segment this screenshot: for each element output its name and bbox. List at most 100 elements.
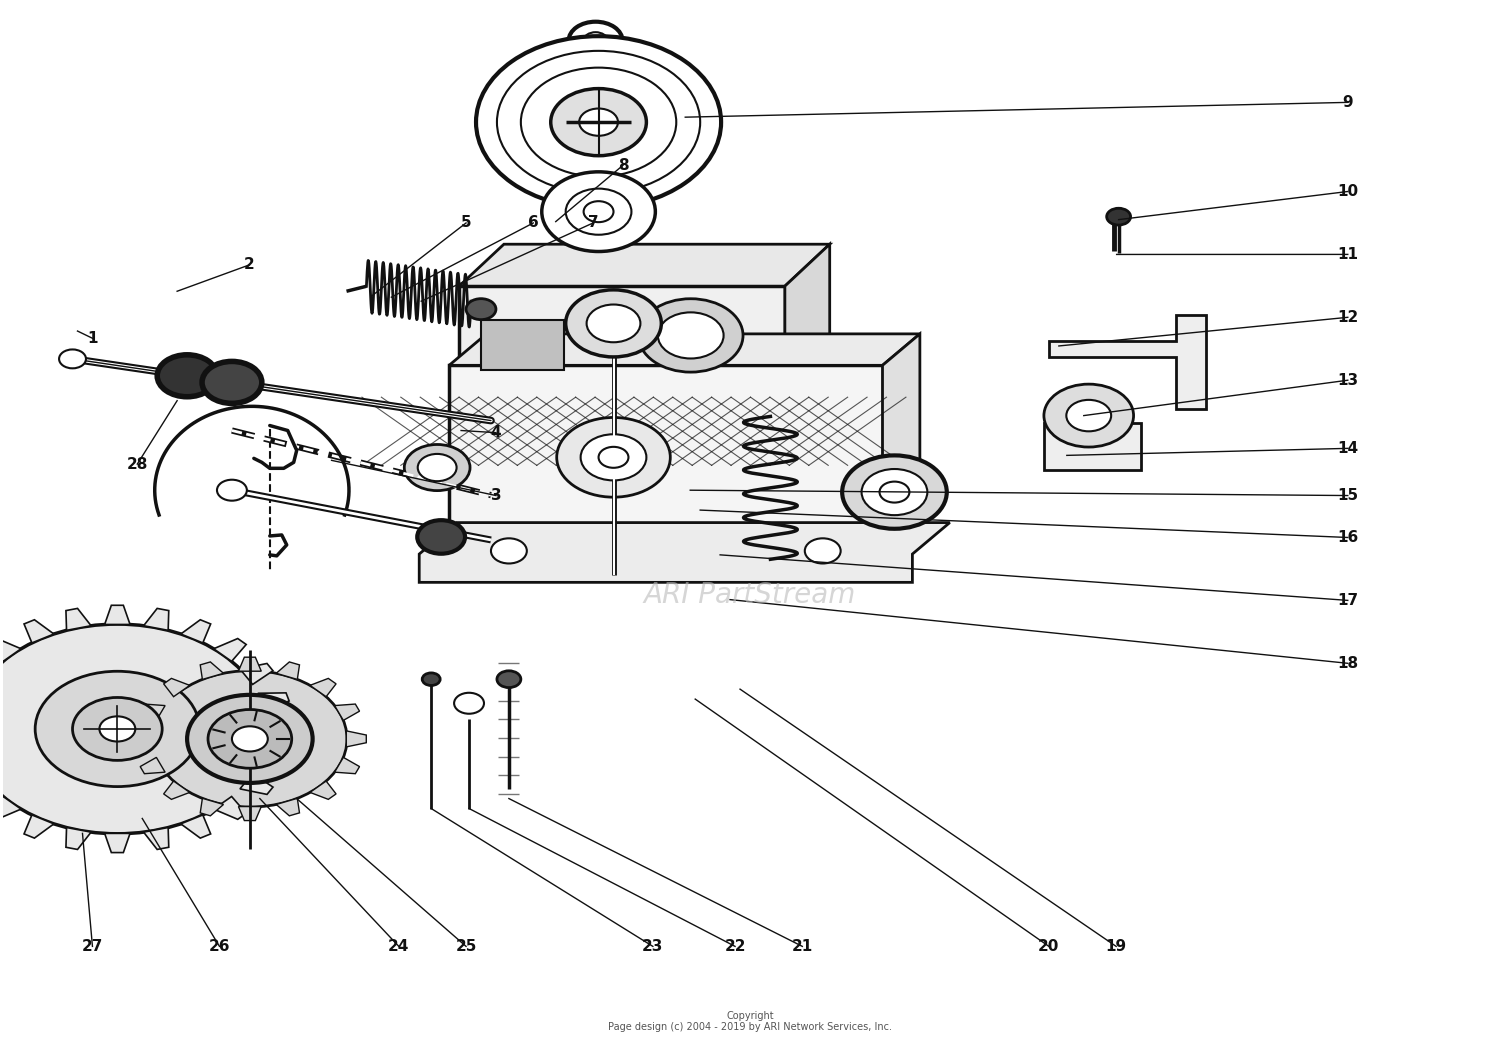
Polygon shape bbox=[24, 620, 54, 643]
Text: 22: 22 bbox=[724, 939, 746, 954]
Text: 9: 9 bbox=[1342, 95, 1353, 110]
Polygon shape bbox=[334, 704, 360, 720]
Polygon shape bbox=[182, 620, 210, 643]
Polygon shape bbox=[164, 679, 189, 697]
Text: 6: 6 bbox=[528, 215, 538, 231]
Circle shape bbox=[417, 521, 465, 553]
Polygon shape bbox=[24, 815, 54, 838]
Polygon shape bbox=[144, 608, 170, 630]
Polygon shape bbox=[1048, 315, 1206, 409]
Circle shape bbox=[0, 624, 267, 834]
Circle shape bbox=[806, 539, 840, 564]
Text: 7: 7 bbox=[588, 215, 598, 231]
Text: 13: 13 bbox=[1336, 373, 1359, 388]
Polygon shape bbox=[448, 334, 920, 366]
Polygon shape bbox=[276, 662, 300, 680]
Text: 21: 21 bbox=[792, 939, 813, 954]
Text: 11: 11 bbox=[1338, 247, 1359, 261]
Text: 28: 28 bbox=[126, 456, 148, 471]
Circle shape bbox=[566, 290, 662, 357]
Polygon shape bbox=[164, 781, 189, 799]
Polygon shape bbox=[134, 730, 153, 747]
Circle shape bbox=[586, 305, 640, 343]
Polygon shape bbox=[258, 747, 290, 765]
Polygon shape bbox=[240, 774, 273, 795]
Bar bbox=[459, 286, 784, 386]
Circle shape bbox=[580, 434, 646, 481]
Polygon shape bbox=[144, 827, 170, 850]
Polygon shape bbox=[140, 758, 165, 774]
Text: 27: 27 bbox=[82, 939, 104, 954]
Text: 5: 5 bbox=[460, 215, 471, 231]
Polygon shape bbox=[0, 797, 21, 819]
Circle shape bbox=[556, 417, 670, 497]
Circle shape bbox=[72, 698, 162, 760]
Circle shape bbox=[639, 298, 742, 372]
Circle shape bbox=[232, 726, 268, 752]
Circle shape bbox=[209, 709, 291, 768]
Bar bbox=[482, 319, 564, 370]
Text: 26: 26 bbox=[209, 939, 230, 954]
Polygon shape bbox=[276, 798, 300, 816]
Circle shape bbox=[550, 89, 646, 156]
Circle shape bbox=[153, 670, 346, 807]
Polygon shape bbox=[459, 245, 830, 286]
Circle shape bbox=[568, 22, 622, 59]
Circle shape bbox=[422, 672, 440, 685]
Text: 18: 18 bbox=[1336, 656, 1359, 670]
Text: ARI PartStream: ARI PartStream bbox=[644, 581, 856, 609]
Text: 14: 14 bbox=[1336, 441, 1359, 456]
Text: 12: 12 bbox=[1336, 310, 1359, 325]
Text: 25: 25 bbox=[456, 939, 477, 954]
Text: 8: 8 bbox=[618, 158, 628, 173]
Circle shape bbox=[476, 36, 722, 208]
Circle shape bbox=[496, 670, 520, 687]
Polygon shape bbox=[213, 797, 246, 819]
Text: 10: 10 bbox=[1336, 184, 1359, 199]
Circle shape bbox=[542, 172, 656, 252]
Text: 17: 17 bbox=[1336, 593, 1359, 608]
Polygon shape bbox=[140, 704, 165, 720]
Circle shape bbox=[658, 312, 723, 358]
Polygon shape bbox=[238, 658, 261, 671]
Polygon shape bbox=[310, 781, 336, 799]
Circle shape bbox=[1066, 399, 1112, 431]
Bar bbox=[448, 366, 882, 570]
Bar bbox=[459, 397, 820, 465]
Circle shape bbox=[405, 445, 470, 490]
Circle shape bbox=[454, 692, 484, 714]
Circle shape bbox=[417, 454, 456, 482]
Text: Copyright
Page design (c) 2004 - 2019 by ARI Network Services, Inc.: Copyright Page design (c) 2004 - 2019 by… bbox=[608, 1011, 892, 1032]
Text: 4: 4 bbox=[490, 425, 501, 441]
Polygon shape bbox=[267, 720, 294, 738]
Circle shape bbox=[842, 455, 946, 529]
Text: 20: 20 bbox=[1038, 939, 1059, 954]
Text: 23: 23 bbox=[642, 939, 663, 954]
Polygon shape bbox=[0, 639, 21, 661]
Bar bbox=[1044, 423, 1142, 470]
Circle shape bbox=[490, 539, 526, 564]
Circle shape bbox=[1107, 209, 1131, 226]
Text: 3: 3 bbox=[490, 488, 501, 503]
Text: 2: 2 bbox=[244, 257, 255, 272]
Circle shape bbox=[466, 298, 496, 319]
Polygon shape bbox=[66, 608, 92, 630]
Circle shape bbox=[861, 469, 927, 515]
Polygon shape bbox=[182, 815, 210, 838]
Polygon shape bbox=[419, 523, 950, 583]
Text: 15: 15 bbox=[1336, 488, 1359, 503]
Polygon shape bbox=[784, 245, 830, 386]
Circle shape bbox=[1044, 384, 1134, 447]
Circle shape bbox=[34, 671, 200, 786]
Text: 24: 24 bbox=[388, 939, 410, 954]
Polygon shape bbox=[240, 663, 273, 684]
Polygon shape bbox=[882, 334, 920, 570]
Polygon shape bbox=[213, 639, 246, 661]
Polygon shape bbox=[66, 827, 92, 850]
Text: 1: 1 bbox=[87, 331, 98, 346]
Circle shape bbox=[579, 109, 618, 136]
Circle shape bbox=[217, 480, 248, 501]
Polygon shape bbox=[105, 834, 130, 853]
Polygon shape bbox=[346, 730, 366, 747]
Polygon shape bbox=[310, 679, 336, 697]
